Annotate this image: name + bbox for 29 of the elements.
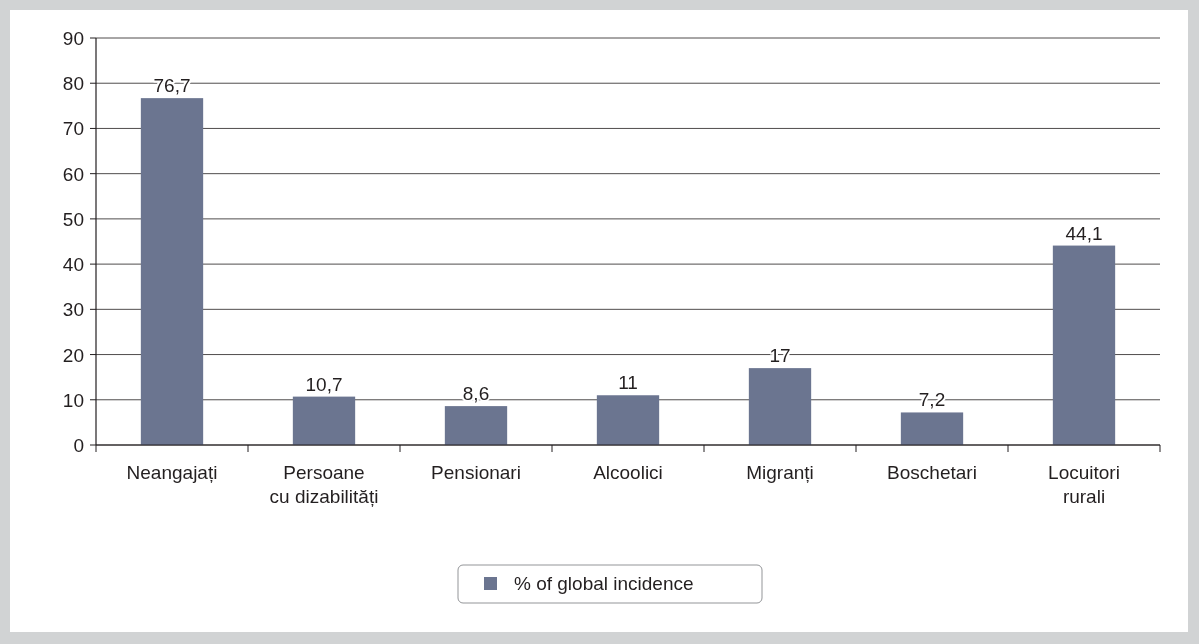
y-tick-label: 10 [62,389,84,411]
data-label: 10,7 [305,373,343,395]
y-tick-label: 50 [62,208,84,230]
y-tick-label: 40 [62,254,84,276]
y-tick-label: 70 [62,118,84,140]
bar [900,412,964,445]
data-label: 11 [618,372,638,394]
y-tick-label: 60 [62,163,84,185]
x-tick-label: Neangajați [126,462,218,483]
y-tick-label: 20 [62,344,84,366]
x-tick-label: Locuitori rurali [1048,462,1120,507]
x-tick-label: Pensionari [431,462,521,483]
bar [444,406,508,445]
y-tick-label: 80 [62,73,84,95]
bar [596,395,660,445]
y-tick-label: 0 [73,435,84,456]
bar [748,368,812,445]
x-tick-label: Boschetari [887,462,977,483]
data-label: 8,6 [462,383,490,405]
data-label: 44,1 [1065,222,1103,244]
bar [1052,245,1116,445]
y-tick-label: 90 [62,28,84,49]
bar [292,396,356,445]
bar [140,98,204,445]
y-tick-label: 30 [62,299,84,321]
x-tick-label: Migranți [746,462,814,483]
legend-label: % of global incidence [514,573,694,594]
x-tick-label: Alcoolici [593,462,663,483]
x-tick-label: Persoane cu dizabilități [269,462,379,507]
